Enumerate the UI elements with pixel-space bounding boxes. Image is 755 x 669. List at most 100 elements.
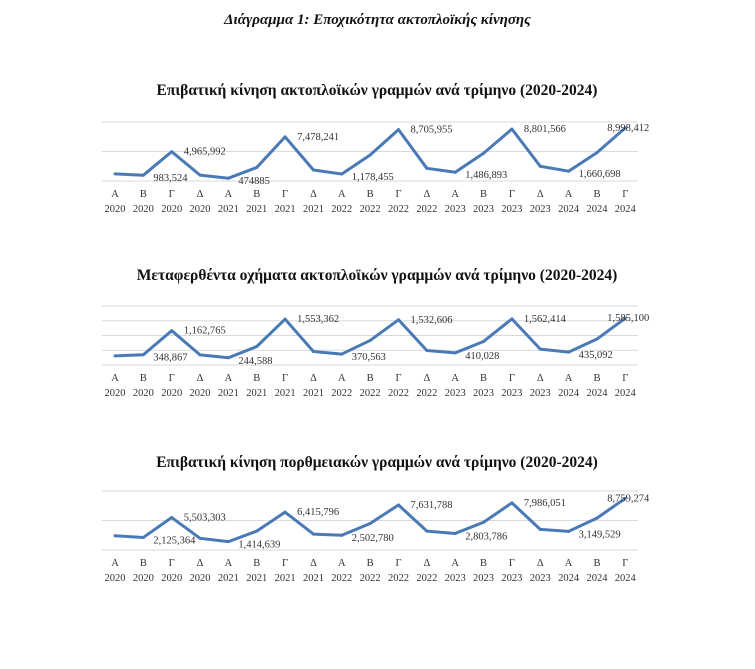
x-tick-quarter: Γ [282,373,288,384]
data-point [198,173,202,177]
data-point [510,127,514,131]
x-tick-quarter: Γ [282,558,288,569]
data-label: 370,563 [352,352,386,363]
data-point [113,354,117,358]
data-point [368,338,372,342]
data-point [595,151,599,155]
x-tick-year: 2020 [105,204,126,215]
data-label: 435,092 [579,350,613,361]
x-tick-quarter: Δ [537,558,544,569]
data-point [340,172,344,176]
data-label: 8,705,955 [411,125,453,136]
data-point [141,353,145,357]
x-tick-year: 2024 [586,204,608,215]
x-tick-year: 2021 [303,388,324,399]
x-tick-quarter: Β [253,373,260,384]
data-label: 1,178,455 [352,172,394,183]
data-label: 8,801,566 [524,124,566,135]
x-tick-quarter: Γ [509,373,515,384]
x-tick-year: 2021 [218,388,239,399]
data-label: 1,414,639 [238,540,280,551]
data-point [567,529,571,533]
x-tick-year: 2021 [218,573,239,584]
x-tick-year: 2022 [388,573,409,584]
data-point [595,516,599,520]
data-point [198,536,202,540]
x-tick-year: 2024 [615,388,637,399]
x-tick-year: 2024 [615,573,637,584]
data-label: 1,486,893 [465,170,507,181]
data-point [425,166,429,170]
x-tick-year: 2020 [105,388,126,399]
x-tick-year: 2020 [133,204,154,215]
data-point [141,173,145,177]
x-tick-year: 2024 [586,388,608,399]
x-tick-quarter: Γ [169,373,175,384]
data-point [482,520,486,524]
x-tick-quarter: Β [593,189,600,200]
x-tick-quarter: Γ [395,373,401,384]
data-label: 410,028 [465,351,499,362]
x-tick-quarter: Α [338,189,346,200]
x-tick-year: 2020 [133,388,154,399]
x-tick-quarter: Δ [423,373,430,384]
data-point [538,347,542,351]
x-tick-year: 2022 [388,388,409,399]
x-tick-year: 2020 [133,573,154,584]
data-point [255,529,259,533]
data-label: 2,803,786 [465,531,507,542]
x-tick-quarter: Β [253,558,260,569]
x-tick-quarter: Β [480,189,487,200]
x-tick-year: 2021 [275,573,296,584]
data-label: 8,759,274 [607,493,650,504]
data-point [567,350,571,354]
data-point [623,126,627,130]
x-tick-quarter: Β [593,373,600,384]
x-tick-year: 2021 [246,573,267,584]
data-label: 1,162,765 [184,326,226,337]
data-label: 6,415,796 [297,507,339,518]
data-label: 474885 [238,176,270,187]
data-point [510,501,514,505]
x-tick-year: 2023 [530,573,551,584]
x-tick-year: 2021 [303,204,324,215]
x-tick-quarter: Γ [282,189,288,200]
data-point [226,356,230,360]
data-point [113,172,117,176]
data-point [510,317,514,321]
data-label: 1,562,414 [524,314,567,325]
x-tick-year: 2020 [161,204,182,215]
data-point [397,318,400,322]
x-tick-year: 2022 [331,388,352,399]
x-tick-year: 2021 [303,573,324,584]
x-tick-quarter: Α [338,373,346,384]
x-tick-quarter: Δ [423,189,430,200]
x-tick-quarter: Γ [395,558,401,569]
x-tick-quarter: Α [451,558,459,569]
data-label: 3,149,529 [579,529,621,540]
x-tick-quarter: Δ [197,558,204,569]
x-tick-year: 2022 [331,204,352,215]
data-label: 7,986,051 [524,498,566,509]
x-tick-quarter: Α [225,558,233,569]
x-tick-quarter: Δ [537,373,544,384]
data-label: 2,125,364 [153,535,196,546]
data-point [538,527,542,531]
data-point [595,337,599,341]
data-point [453,170,457,174]
x-tick-year: 2021 [275,388,296,399]
x-tick-quarter: Γ [169,558,175,569]
data-point [425,349,429,353]
data-label: 1,585,100 [607,313,649,324]
x-tick-year: 2023 [445,204,466,215]
x-tick-year: 2020 [161,388,182,399]
x-tick-quarter: Δ [310,558,317,569]
x-tick-quarter: Α [565,189,573,200]
data-point [623,496,627,500]
x-tick-quarter: Α [565,373,573,384]
x-tick-year: 2024 [558,388,580,399]
x-tick-quarter: Β [367,189,374,200]
x-tick-quarter: Β [140,558,147,569]
x-tick-quarter: Δ [197,189,204,200]
x-tick-year: 2024 [558,204,580,215]
